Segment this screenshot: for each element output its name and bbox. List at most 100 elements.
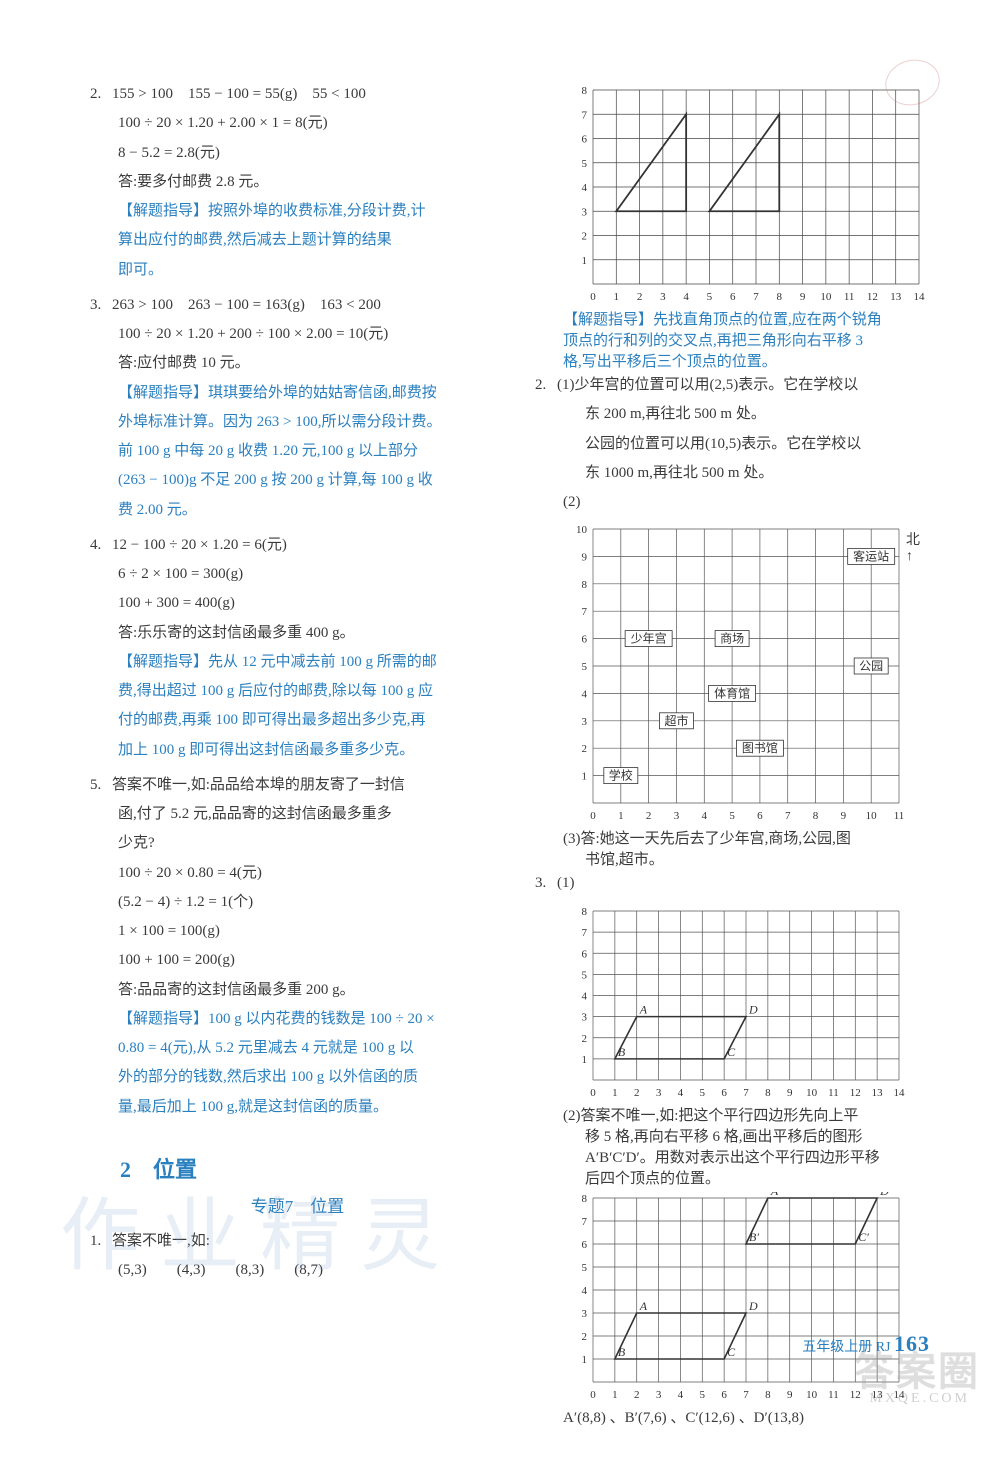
text: (1) (557, 875, 575, 891)
text: 答:品品寄的这封信函最多重 200 g。 (90, 976, 505, 1005)
svg-text:8: 8 (582, 906, 588, 918)
svg-text:学校: 学校 (609, 768, 633, 783)
svg-text:4: 4 (678, 1389, 684, 1401)
svg-text:8: 8 (582, 85, 588, 97)
text: 移 5 格,再向右平移 6 格,画出平移后的图形 (535, 1125, 950, 1146)
text: 东 1000 m,再往北 500 m 处。 (535, 459, 950, 488)
guide-text: 即可。 (90, 256, 505, 285)
svg-text:14: 14 (894, 1087, 906, 1099)
svg-text:13: 13 (872, 1087, 884, 1099)
text: (1)少年宫的位置可以用(2,5)表示。它在学校以 (557, 377, 858, 393)
svg-text:7: 7 (785, 810, 791, 822)
text: (3)答:她这一天先后去了少年宫,商场,公园,图 (535, 827, 950, 848)
guide-text: 外埠标准计算。因为 263 > 100,所以需分段计费。 (90, 408, 505, 437)
svg-text:5: 5 (707, 291, 713, 303)
north-label: 北↑ (906, 529, 920, 565)
guide-text: 费,得出超过 100 g 后应付的邮费,除以每 100 g 应 (90, 677, 505, 706)
grid-chart-3: 0123456789101112131412345678ABCD (565, 905, 905, 1100)
guide-text: 顶点的行和列的交叉点,再把三角形向右平移 3 (535, 329, 950, 350)
svg-text:A: A (639, 1002, 648, 1016)
text: 答案不唯一,如:品品给本埠的朋友寄了一封信 (112, 777, 405, 793)
guide-text: 【解题指导】先找直角顶点的位置,应在两个锐角 (535, 308, 950, 329)
grid-chart-2: 0123456789101112345678910学校超市少年宫商场体育馆图书馆… (565, 523, 905, 823)
text: 155 > 100 155 − 100 = 55(g) 55 < 100 (112, 86, 366, 102)
svg-text:1: 1 (582, 1053, 588, 1065)
question-2r: 2.(1)少年宫的位置可以用(2,5)表示。它在学校以 东 200 m,再往北 … (535, 371, 950, 517)
svg-text:3: 3 (582, 1011, 588, 1023)
text: (5,3) (4,3) (8,3) (8,7) (90, 1256, 505, 1285)
left-column: 2.155 > 100 155 − 100 = 55(g) 55 < 100 1… (90, 80, 505, 1427)
grid-chart-1: 0123456789101112131412345678 (565, 84, 925, 304)
svg-text:3: 3 (656, 1389, 662, 1401)
svg-text:2: 2 (634, 1389, 640, 1401)
svg-text:7: 7 (582, 109, 588, 121)
svg-text:C′: C′ (858, 1230, 869, 1244)
right-column: 0123456789101112131412345678 【解题指导】先找直角顶… (535, 80, 950, 1427)
svg-text:5: 5 (582, 1262, 588, 1274)
svg-text:6: 6 (582, 1239, 588, 1251)
guide-text: 费 2.00 元。 (90, 496, 505, 525)
svg-text:11: 11 (828, 1389, 839, 1401)
svg-text:9: 9 (787, 1389, 793, 1401)
svg-text:10: 10 (866, 810, 878, 822)
svg-text:8: 8 (582, 1193, 588, 1205)
svg-text:12: 12 (867, 291, 878, 303)
svg-text:D: D (748, 1299, 758, 1313)
svg-text:5: 5 (700, 1389, 706, 1401)
guide-text: 【解题指导】100 g 以内花费的钱数是 100 ÷ 20 × (90, 1005, 505, 1034)
svg-text:2: 2 (582, 743, 588, 755)
guide-text: 【解题指导】琪琪要给外埠的姑姑寄信函,邮费按 (90, 379, 505, 408)
svg-text:6: 6 (582, 948, 588, 960)
svg-text:少年宫: 少年宫 (631, 631, 667, 646)
grid-chart-4: 0123456789101112131412345678ABCDA′B′C′D′ (565, 1192, 905, 1402)
svg-text:12: 12 (850, 1389, 861, 1401)
svg-text:9: 9 (582, 552, 588, 564)
svg-text:6: 6 (757, 810, 763, 822)
svg-text:5: 5 (700, 1087, 706, 1099)
svg-text:6: 6 (721, 1087, 727, 1099)
svg-text:8: 8 (582, 579, 588, 591)
question-4: 4.12 − 100 ÷ 20 × 1.20 = 6(元) 6 ÷ 2 × 10… (90, 531, 505, 765)
svg-text:4: 4 (683, 291, 689, 303)
question-1: 1.答案不唯一,如: (5,3) (4,3) (8,3) (8,7) (90, 1227, 505, 1286)
svg-text:C: C (727, 1345, 736, 1359)
text: 100 + 300 = 400(g) (90, 589, 505, 618)
svg-text:1: 1 (618, 810, 624, 822)
svg-text:5: 5 (582, 969, 588, 981)
svg-text:D: D (748, 1002, 758, 1016)
text: 8 − 5.2 = 2.8(元) (90, 139, 505, 168)
svg-text:6: 6 (721, 1389, 727, 1401)
svg-text:0: 0 (590, 291, 596, 303)
q-num: 2. (535, 371, 557, 400)
svg-text:7: 7 (743, 1087, 749, 1099)
q-num: 2. (90, 80, 112, 109)
svg-text:8: 8 (765, 1087, 771, 1099)
guide-text: 格,写出平移后三个顶点的位置。 (535, 350, 950, 371)
q-num: 4. (90, 531, 112, 560)
text: 答案不唯一,如: (112, 1233, 210, 1249)
question-5: 5.答案不唯一,如:品品给本埠的朋友寄了一封信 函,付了 5.2 元,品品寄的这… (90, 771, 505, 1122)
svg-text:7: 7 (582, 927, 588, 939)
svg-text:14: 14 (894, 1389, 906, 1401)
question-3r: 3.(1) (535, 869, 950, 898)
svg-text:8: 8 (765, 1389, 771, 1401)
svg-text:3: 3 (660, 291, 666, 303)
svg-text:4: 4 (582, 182, 588, 194)
q-num: 3. (535, 869, 557, 898)
guide-text: 前 100 g 中每 20 g 收费 1.20 元,100 g 以上部分 (90, 437, 505, 466)
svg-text:4: 4 (582, 689, 588, 701)
svg-text:1: 1 (582, 771, 588, 783)
guide-text: 外的部分的钱数,然后求出 100 g 以外信函的质 (90, 1063, 505, 1092)
svg-text:8: 8 (777, 291, 783, 303)
svg-text:1: 1 (612, 1087, 618, 1099)
svg-text:超市: 超市 (664, 713, 688, 728)
question-2: 2.155 > 100 155 − 100 = 55(g) 55 < 100 1… (90, 80, 505, 285)
svg-text:10: 10 (806, 1389, 818, 1401)
svg-text:0: 0 (590, 810, 596, 822)
svg-text:13: 13 (872, 1389, 884, 1401)
text: 书馆,超市。 (535, 848, 950, 869)
guide-text: 0.80 = 4(元),从 5.2 元里减去 4 元就是 100 g 以 (90, 1034, 505, 1063)
page-content: 2.155 > 100 155 − 100 = 55(g) 55 < 100 1… (0, 0, 1000, 1467)
svg-text:7: 7 (743, 1389, 749, 1401)
svg-text:2: 2 (637, 291, 643, 303)
